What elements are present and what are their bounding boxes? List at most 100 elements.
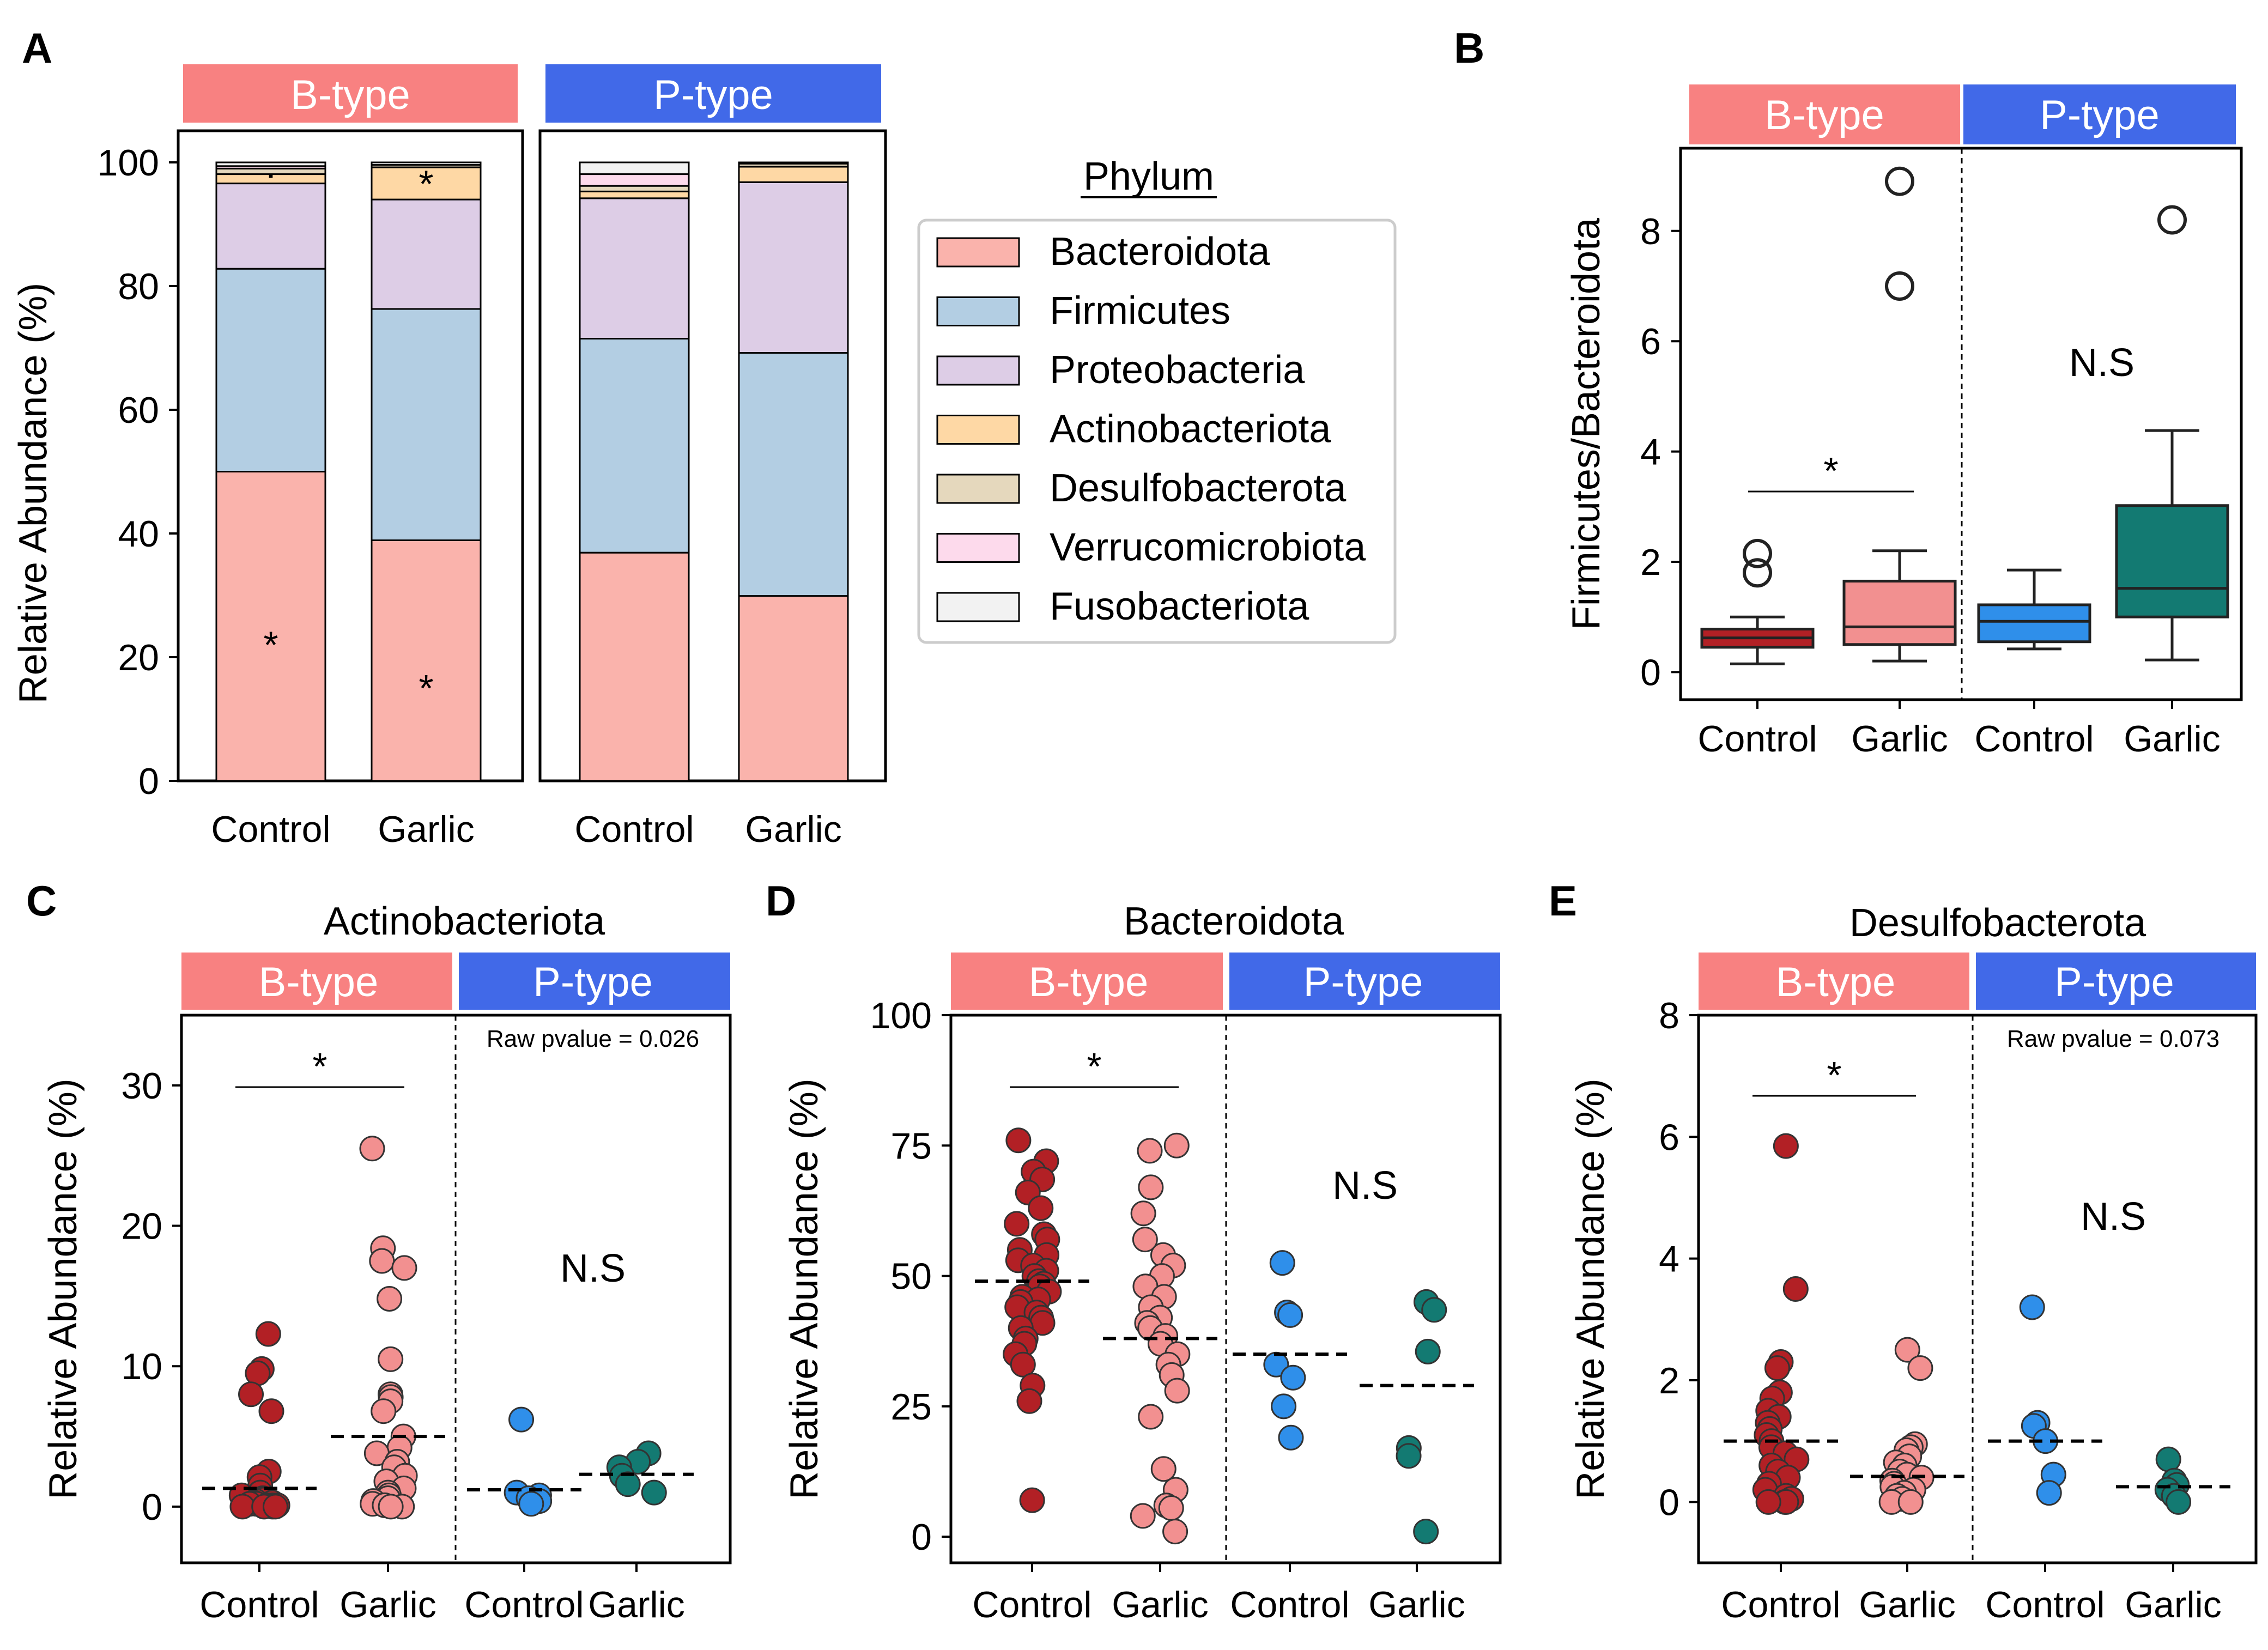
panel-b-outlier bbox=[1743, 538, 1772, 568]
panel-b-boxes bbox=[1700, 166, 2229, 665]
panel-b-ytick-label: 8 bbox=[1640, 211, 1661, 252]
panel-b: B-type P-type Firmicutes/Bacteroidota 0 2… bbox=[1564, 84, 2243, 760]
panel-d-point bbox=[1413, 1519, 1439, 1545]
panel-e-ytick-label: 2 bbox=[1659, 1360, 1679, 1402]
panel-a-significance-mark: · bbox=[264, 151, 277, 194]
panel-e-point bbox=[1894, 1337, 1920, 1363]
panel-a-b-type-strip-label: B-type bbox=[290, 72, 410, 118]
panel-a-bar-segment-fusobacteriota bbox=[738, 161, 849, 165]
panel-c-ylabel: Relative Abundance (%) bbox=[41, 1078, 85, 1499]
legend-label-desulfobacterota: Desulfobacterota bbox=[1050, 466, 1347, 510]
panel-c-xtick-label: Control bbox=[464, 1584, 584, 1625]
panel-c-point bbox=[508, 1406, 535, 1433]
panel-a: Relative Abundance (%) 0 20 40 60 80 100 B-ty… bbox=[11, 64, 1397, 850]
panel-d-point bbox=[1162, 1519, 1188, 1545]
panel-a-b-type-frame bbox=[177, 129, 524, 782]
legend-entries: Bacteroidota Firmicutes Proteobacteria Acti… bbox=[936, 230, 1366, 628]
panel-a-bar-segment-firmicutes bbox=[215, 268, 326, 472]
panel-d-point bbox=[1164, 1378, 1190, 1404]
panel-d-point bbox=[1132, 1227, 1158, 1253]
panel-d-xtick-label: Control bbox=[972, 1584, 1091, 1625]
panel-e-p-type-strip bbox=[1976, 953, 2256, 1010]
panel-e-ytick-label: 0 bbox=[1659, 1482, 1679, 1523]
panel-c-pvalue: Raw pvalue = 0.026 bbox=[487, 1026, 699, 1052]
panel-a-b-type-strip bbox=[183, 64, 518, 123]
legend-frame bbox=[917, 219, 1397, 644]
panel-letter-d: D bbox=[766, 877, 796, 925]
panel-e-sig-star: * bbox=[1827, 1054, 1841, 1096]
panel-e-title: Desulfobacterota bbox=[1849, 901, 2146, 945]
legend-label-bacteroidota: Bacteroidota bbox=[1050, 230, 1270, 274]
panel-d-point bbox=[1150, 1456, 1177, 1482]
panel-a-ytick-label: 60 bbox=[118, 390, 159, 431]
panel-a-p-type-bars bbox=[579, 161, 849, 782]
panel-c: Actinobacteriota B-type P-type Relative Abu… bbox=[41, 900, 732, 1625]
legend-swatch-desulfobacterota bbox=[936, 474, 1020, 504]
panel-d-xtick-label: Control bbox=[1230, 1584, 1349, 1625]
panel-a-bar-segment-actinobacteriota bbox=[738, 166, 849, 183]
panel-d-ytick-label: 75 bbox=[890, 1125, 932, 1167]
panel-e-b-type-strip-label: B-type bbox=[1776, 959, 1896, 1005]
panel-d-point bbox=[1004, 1211, 1030, 1237]
panel-d-point bbox=[1130, 1200, 1156, 1227]
panel-a-ylabel: Relative Abundance (%) bbox=[11, 283, 55, 703]
panel-a-legend: Phylum Bacteroidota Firmicutes Proteobacte… bbox=[917, 155, 1397, 644]
panel-e-point bbox=[1907, 1355, 1933, 1381]
panel-d-title: Bacteroidota bbox=[1124, 900, 1344, 943]
panel-a-significance-mark: * bbox=[263, 623, 278, 666]
legend-label-proteobacteria: Proteobacteria bbox=[1050, 348, 1305, 392]
panel-e-b-type-strip bbox=[1699, 953, 1969, 1010]
panel-a-bar-segment-firmicutes bbox=[371, 308, 482, 541]
panel-c-point bbox=[371, 1398, 397, 1424]
panel-d-point bbox=[1278, 1424, 1304, 1451]
panel-letter-a: A bbox=[22, 24, 52, 72]
panel-a-bar-segment-proteobacteria bbox=[371, 198, 482, 310]
panel-a-xtick-b-control: Control bbox=[211, 809, 330, 850]
legend-swatch-fusobacteriota bbox=[936, 592, 1020, 622]
panel-d-xtick-label: Garlic bbox=[1368, 1584, 1465, 1625]
panel-b-ytick-label: 0 bbox=[1640, 652, 1661, 693]
panel-c-xtick-label: Garlic bbox=[588, 1584, 685, 1625]
panel-c-point bbox=[377, 1286, 403, 1312]
panel-letter-c: C bbox=[26, 877, 57, 925]
panel-d-point bbox=[1269, 1250, 1295, 1276]
panel-d-point bbox=[1158, 1495, 1184, 1521]
legend-label-firmicutes: Firmicutes bbox=[1050, 289, 1230, 333]
panel-e-xtick-label: Garlic bbox=[2125, 1584, 2222, 1625]
panel-c-point bbox=[518, 1491, 544, 1517]
panel-d-ytick-label: 50 bbox=[890, 1256, 932, 1297]
panel-b-outlier bbox=[2157, 205, 2187, 235]
panel-a-p-type-frame bbox=[538, 129, 887, 782]
panel-d-ytick-label: 0 bbox=[911, 1516, 932, 1558]
panel-c-ytick-label: 20 bbox=[121, 1206, 162, 1247]
panel-e: Desulfobacterota B-type P-type Relative Abu… bbox=[1569, 901, 2258, 1625]
panel-a-p-type: P-type Control Garlic bbox=[538, 64, 887, 850]
panel-c-title: Actinobacteriota bbox=[324, 900, 605, 943]
panel-a-bar-segment-proteobacteria bbox=[215, 183, 326, 270]
panel-c-point bbox=[391, 1255, 417, 1281]
panel-a-xtick-p-control: Control bbox=[574, 809, 694, 850]
panel-d-sig-star: * bbox=[1087, 1045, 1101, 1088]
panel-d-point bbox=[1019, 1487, 1045, 1513]
panel-d-point bbox=[1271, 1393, 1297, 1420]
panel-d-point bbox=[1138, 1404, 1164, 1430]
panel-e-point bbox=[2019, 1294, 2045, 1320]
panel-b-b-type-strip-label: B-type bbox=[1764, 92, 1884, 138]
panel-b-p-type-strip-label: P-type bbox=[2040, 92, 2160, 138]
panel-e-ytick-label: 4 bbox=[1659, 1239, 1679, 1280]
panel-a-bar-segment-bacteroidota bbox=[371, 539, 482, 782]
panel-d-point bbox=[1138, 1174, 1164, 1200]
panel-a-ytick-label: 20 bbox=[118, 637, 159, 678]
panel-d-point bbox=[1010, 1351, 1036, 1378]
panel-e-xtick-label: Garlic bbox=[1859, 1584, 1956, 1625]
panel-a-ytick-label: 80 bbox=[118, 266, 159, 307]
panel-c-point bbox=[378, 1494, 404, 1520]
panel-a-ytick-label: 40 bbox=[118, 513, 159, 555]
legend-swatch-firmicutes bbox=[936, 296, 1020, 326]
panel-a-p-type-strip bbox=[545, 64, 881, 123]
panel-c-point bbox=[359, 1136, 385, 1162]
panel-b-box bbox=[1842, 579, 1957, 646]
panel-c-p-type-strip bbox=[459, 953, 730, 1010]
panel-b-xtick-label: Garlic bbox=[1851, 718, 1948, 760]
